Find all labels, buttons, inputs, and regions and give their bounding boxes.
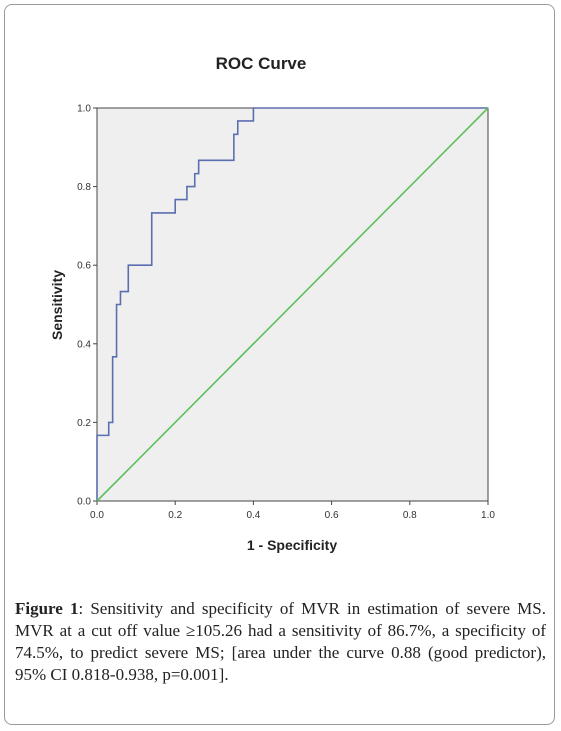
x-axis-label: 1 - Specificity [247,537,337,553]
reference-diagonal-line [96,107,489,502]
caption-text: : Sensitivity and specificity of MVR in … [15,599,546,684]
y-tick-label: 0.2 [77,418,91,429]
x-tick-label: 0.8 [403,510,417,521]
chart-title: ROC Curve [216,54,307,73]
y-tick-label: 0.8 [77,182,91,193]
roc-curve-line [96,107,488,501]
x-tick-label: 1.0 [481,510,495,521]
y-tick-label: 0.0 [77,497,91,508]
y-axis-label: Sensitivity [49,270,65,340]
x-tick-label: 0.4 [246,510,260,521]
y-axis-ticks: 0.0 0.2 0.4 0.6 0.8 1.0 [77,104,97,508]
chart-series [96,107,489,502]
x-tick-label: 0.0 [90,510,104,521]
roc-chart: ROC Curve 0.0 0.2 0.4 0.6 0.8 1.0 0.00.20.40.… [49,54,495,553]
y-tick-label: 1.0 [77,104,91,115]
y-tick-label: 0.6 [77,261,91,272]
caption-label: Figure 1 [15,599,79,618]
figure-caption: Figure 1: Sensitivity and specificity of… [15,598,546,686]
x-axis-ticks: 0.0 0.2 0.4 0.6 0.8 1.0 [90,501,495,521]
x-tick-label: 0.2 [168,510,182,521]
x-tick-label: 0.6 [325,510,339,521]
y-tick-label: 0.4 [77,339,91,350]
